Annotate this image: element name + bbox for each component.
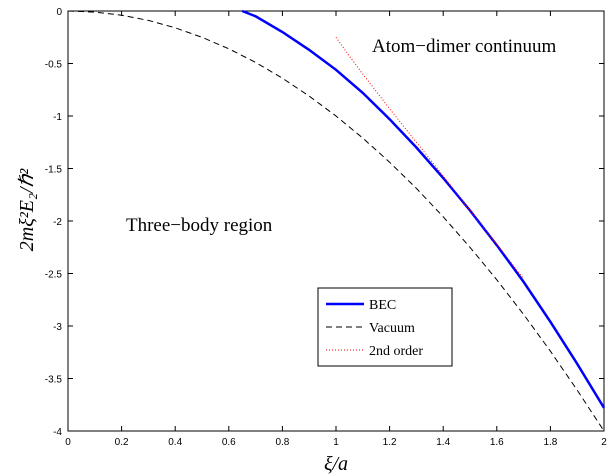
- series-group: [67, 9, 606, 432]
- x-tick-label: 2: [601, 437, 607, 448]
- y-axis-label: 2mξ²E₂/ℏ²: [16, 168, 38, 251]
- y-tick-label: -1: [53, 112, 62, 123]
- y-tick-label: -0.5: [45, 60, 63, 71]
- annotation-three-body: Three−body region: [126, 215, 273, 236]
- series-line-2nd-order: [335, 37, 524, 280]
- x-tick-label: 1.4: [436, 437, 450, 448]
- legend: BEC Vacuum 2nd order: [317, 287, 453, 367]
- x-tick-label: 0: [65, 437, 71, 448]
- y-tick-label: -3: [53, 322, 62, 333]
- annotation-atom-dimer: Atom−dimer continuum: [372, 36, 557, 57]
- x-tick-label: 0.4: [168, 437, 182, 448]
- legend-label: Vacuum: [369, 321, 415, 336]
- x-tick-label: 1.8: [543, 437, 557, 448]
- x-tick-label: 1.6: [490, 437, 504, 448]
- x-tick-label: 1: [333, 437, 339, 448]
- y-tick-label: -1.5: [45, 165, 63, 176]
- y-tick-label: -4: [53, 427, 62, 438]
- x-tick-label: 0.8: [275, 437, 289, 448]
- y-tick-label: -2.5: [45, 270, 63, 281]
- legend-label: BEC: [369, 298, 396, 313]
- annotations: Atom−dimer continuum Three−body region: [126, 36, 557, 236]
- x-axis-label: ξ/a: [324, 453, 348, 475]
- x-tick-label: 1.2: [383, 437, 397, 448]
- series-line-vacuum: [67, 10, 605, 432]
- x-tick-label: 0.6: [222, 437, 236, 448]
- y-tick-label: -3.5: [45, 375, 63, 386]
- x-tick-label: 0.2: [115, 437, 129, 448]
- axes: 0 0.2 0.4 0.6 0.8 1 1.2 1.4 1.6 1.8 2 0 -0.5 -1 -1.5 -2…: [45, 7, 607, 448]
- y-tick-label: -2: [53, 217, 62, 228]
- series-line-bec: [241, 9, 606, 409]
- legend-label: 2nd order: [369, 344, 423, 359]
- y-tick-label: 0: [56, 7, 62, 18]
